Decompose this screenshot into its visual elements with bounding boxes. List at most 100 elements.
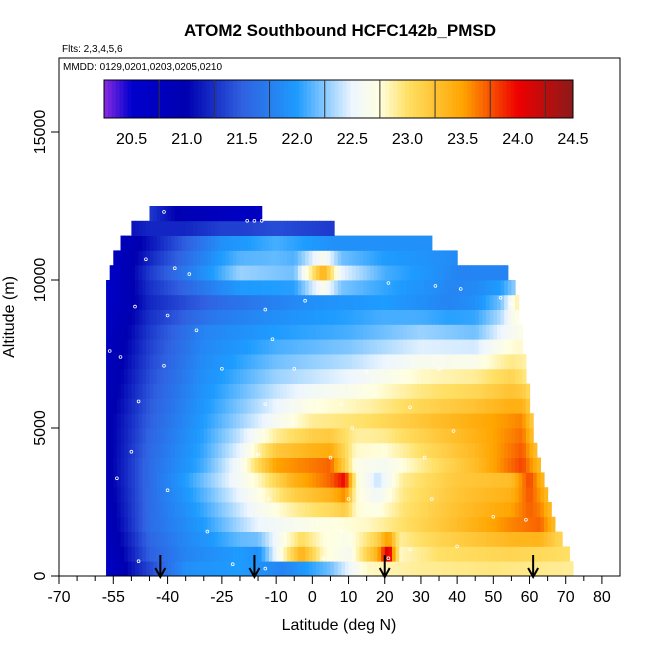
heatmap-cell <box>373 324 379 340</box>
heatmap-cell <box>355 368 361 384</box>
heatmap-cell <box>428 561 433 577</box>
heatmap-cell <box>163 457 169 473</box>
heatmap-cell <box>116 354 122 370</box>
colorbar-segment <box>479 80 484 118</box>
heatmap-cell <box>185 413 190 429</box>
heatmap-cell <box>370 280 375 296</box>
sample-point <box>205 529 210 534</box>
heatmap-cell <box>163 472 169 488</box>
heatmap-cell <box>424 339 429 355</box>
heatmap-cell <box>482 368 487 384</box>
heatmap-cell <box>160 309 165 325</box>
heatmap-cell <box>189 368 194 384</box>
heatmap-cell <box>388 309 393 325</box>
heatmap-cell <box>229 294 234 310</box>
heatmap-cell <box>120 442 125 458</box>
colorbar-segment <box>537 80 543 118</box>
heatmap-cell <box>160 280 165 296</box>
heatmap-cell <box>395 561 400 577</box>
heatmap-cell <box>297 442 303 458</box>
heatmap-cell <box>442 442 447 458</box>
colorbar-segment <box>244 80 250 118</box>
heatmap-cell <box>116 487 122 503</box>
heatmap-cell <box>482 294 487 310</box>
heatmap-cell <box>174 487 180 503</box>
heatmap-cell <box>363 324 368 340</box>
heatmap-cell <box>402 383 408 399</box>
heatmap-cell <box>106 428 111 444</box>
heatmap-cell <box>431 472 437 488</box>
heatmap-cell <box>366 309 371 325</box>
heatmap-cell <box>326 294 332 310</box>
heatmap-cell <box>163 442 169 458</box>
heatmap-cell <box>391 383 397 399</box>
heatmap-cell <box>124 472 129 488</box>
heatmap-cell <box>475 324 480 340</box>
heatmap-cell <box>160 531 165 547</box>
heatmap-cell <box>305 546 310 562</box>
heatmap-cell <box>124 294 129 310</box>
heatmap-cell <box>424 487 429 503</box>
heatmap-cell <box>381 428 386 444</box>
heatmap-cell <box>406 457 411 473</box>
heatmap-cell <box>399 354 404 370</box>
heatmap-cell <box>446 442 451 458</box>
heatmap-cell <box>200 294 205 310</box>
heatmap-cell <box>211 339 216 355</box>
heatmap-cell <box>352 324 357 340</box>
heatmap-cell <box>258 339 263 355</box>
heatmap-cell <box>363 398 368 414</box>
heatmap-cell <box>120 383 125 399</box>
heatmap-cell <box>127 442 132 458</box>
heatmap-cell <box>142 502 147 518</box>
heatmap-cell <box>431 487 437 503</box>
heatmap-cell <box>232 428 237 444</box>
heatmap-cell <box>254 324 259 340</box>
heatmap-cell <box>312 398 317 414</box>
heatmap-cell <box>525 516 531 532</box>
heatmap-cell <box>352 531 357 547</box>
heatmap-cell <box>127 546 132 562</box>
heatmap-cell <box>265 502 270 518</box>
heatmap-cell <box>113 487 118 503</box>
heatmap-cell <box>236 368 241 384</box>
heatmap-cell <box>504 428 509 444</box>
heatmap-cell <box>413 368 418 384</box>
heatmap-cell <box>182 309 187 325</box>
heatmap-cell <box>457 516 462 532</box>
heatmap-cell <box>182 472 187 488</box>
heatmap-cell <box>504 309 509 325</box>
heatmap-cell <box>471 324 476 340</box>
heatmap-cell <box>272 294 277 310</box>
heatmap-cell <box>402 294 408 310</box>
heatmap-cell <box>192 398 198 414</box>
heatmap-cell <box>449 368 455 384</box>
heatmap-cell <box>236 206 241 222</box>
heatmap-cell <box>533 487 538 503</box>
heatmap-cell <box>294 250 299 266</box>
heatmap-cell <box>355 354 361 370</box>
colorbar-segment <box>565 80 570 118</box>
heatmap-cell <box>464 324 469 340</box>
heatmap-cell <box>312 516 317 532</box>
heatmap-cell <box>344 250 350 266</box>
heatmap-cell <box>489 487 494 503</box>
heatmap-cell <box>225 472 230 488</box>
heatmap-cell <box>355 324 361 340</box>
colorbar-segment <box>291 80 297 118</box>
heatmap-cell <box>373 383 379 399</box>
heatmap-cell <box>232 516 237 532</box>
heatmap-cell <box>207 561 212 577</box>
heatmap-cell <box>156 280 161 296</box>
heatmap-cell <box>504 265 509 281</box>
x-tick-label: -40 <box>156 589 179 606</box>
heatmap-cell <box>207 250 212 266</box>
heatmap-cell <box>287 561 292 577</box>
heatmap-cell <box>359 561 364 577</box>
heatmap-cell <box>182 354 187 370</box>
heatmap-cell <box>381 516 386 532</box>
heatmap-cell <box>518 324 523 340</box>
heatmap-cell <box>167 472 172 488</box>
heatmap-cell <box>211 294 216 310</box>
